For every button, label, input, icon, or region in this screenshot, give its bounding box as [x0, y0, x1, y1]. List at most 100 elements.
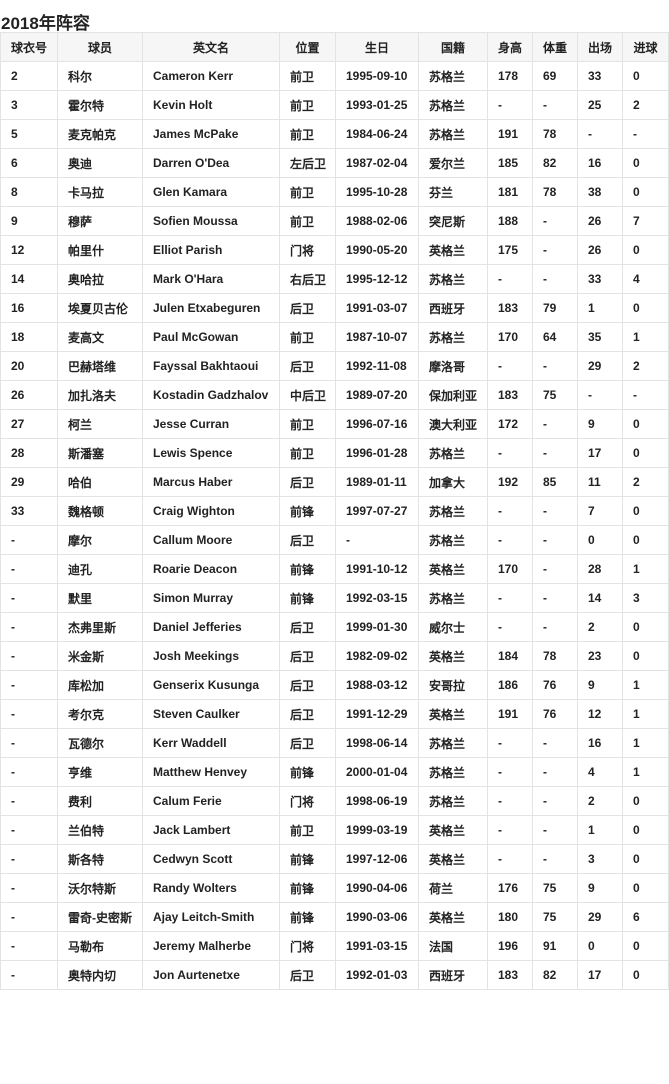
cell-player: 加扎洛夫	[57, 380, 143, 410]
cell-appearances: 33	[577, 61, 623, 91]
page-title: 2018年阵容	[1, 14, 90, 33]
cell-appearances: 0	[577, 525, 623, 555]
cell-goals: 1	[622, 757, 669, 787]
cell-weight: -	[532, 235, 578, 265]
cell-number: -	[0, 583, 58, 613]
column-header-birthday: 生日	[335, 32, 419, 62]
cell-appearances: 9	[577, 873, 623, 903]
column-header-position: 位置	[279, 32, 336, 62]
cell-goals: -	[622, 119, 669, 149]
cell-weight: -	[532, 844, 578, 874]
cell-goals: 0	[622, 235, 669, 265]
cell-goals: 0	[622, 641, 669, 671]
cell-position: 前卫	[279, 90, 336, 120]
cell-position: 前锋	[279, 496, 336, 526]
cell-nationality: 荷兰	[418, 873, 488, 903]
cell-nationality: 威尔士	[418, 612, 488, 642]
cell-goals: 4	[622, 264, 669, 294]
cell-height: 170	[487, 554, 533, 584]
cell-birthday: 1989-01-11	[335, 467, 419, 497]
cell-height: -	[487, 786, 533, 816]
cell-height: 186	[487, 670, 533, 700]
cell-position: 右后卫	[279, 264, 336, 294]
cell-position: 门将	[279, 786, 336, 816]
cell-player: 摩尔	[57, 525, 143, 555]
cell-nationality: 苏格兰	[418, 525, 488, 555]
cell-weight: -	[532, 815, 578, 845]
cell-appearances: 33	[577, 264, 623, 294]
cell-number: -	[0, 670, 58, 700]
cell-nationality: 澳大利亚	[418, 409, 488, 439]
cell-number: 5	[0, 119, 58, 149]
cell-number: 27	[0, 409, 58, 439]
cell-position: 中后卫	[279, 380, 336, 410]
cell-height: -	[487, 351, 533, 381]
cell-weight: -	[532, 757, 578, 787]
cell-height: 184	[487, 641, 533, 671]
cell-goals: 1	[622, 554, 669, 584]
cell-appearances: 1	[577, 815, 623, 845]
cell-weight: 75	[532, 873, 578, 903]
cell-player: 魏格顿	[57, 496, 143, 526]
cell-height: -	[487, 583, 533, 613]
cell-nationality: 苏格兰	[418, 438, 488, 468]
table-row: - 亨维 Matthew Henvey 前锋 2000-01-04 苏格兰 - -4 1	[0, 757, 669, 787]
cell-appearances: 38	[577, 177, 623, 207]
cell-birthday: 1999-01-30	[335, 612, 419, 642]
cell-weight: 78	[532, 641, 578, 671]
cell-english-name: Lewis Spence	[142, 438, 280, 468]
cell-english-name: James McPake	[142, 119, 280, 149]
cell-goals: 1	[622, 322, 669, 352]
cell-birthday: -	[335, 525, 419, 555]
cell-height: 181	[487, 177, 533, 207]
cell-height: 172	[487, 409, 533, 439]
cell-birthday: 1996-07-16	[335, 409, 419, 439]
cell-goals: 0	[622, 496, 669, 526]
cell-nationality: 苏格兰	[418, 119, 488, 149]
cell-weight: 75	[532, 902, 578, 932]
cell-birthday: 1993-01-25	[335, 90, 419, 120]
cell-appearances: 9	[577, 409, 623, 439]
cell-number: 16	[0, 293, 58, 323]
cell-goals: 0	[622, 61, 669, 91]
cell-goals: 7	[622, 206, 669, 236]
cell-position: 后卫	[279, 641, 336, 671]
cell-english-name: Julen Etxabeguren	[142, 293, 280, 323]
cell-position: 后卫	[279, 525, 336, 555]
table-row: 26 加扎洛夫 Kostadin Gadzhalov 中后卫 1989-07-20 保加利…	[0, 380, 669, 410]
cell-number: 9	[0, 206, 58, 236]
cell-height: 191	[487, 119, 533, 149]
cell-goals: 2	[622, 90, 669, 120]
cell-number: -	[0, 786, 58, 816]
cell-position: 后卫	[279, 728, 336, 758]
cell-weight: 85	[532, 467, 578, 497]
cell-birthday: 1998-06-14	[335, 728, 419, 758]
cell-player: 沃尔特斯	[57, 873, 143, 903]
cell-english-name: Fayssal Bakhtaoui	[142, 351, 280, 381]
cell-english-name: Roarie Deacon	[142, 554, 280, 584]
cell-appearances: 28	[577, 554, 623, 584]
cell-appearances: 17	[577, 438, 623, 468]
cell-nationality: 加拿大	[418, 467, 488, 497]
cell-position: 前锋	[279, 757, 336, 787]
cell-appearances: 7	[577, 496, 623, 526]
cell-player: 霍尔特	[57, 90, 143, 120]
cell-height: 188	[487, 206, 533, 236]
table-row: 28 斯潘塞 Lewis Spence 前卫 1996-01-28 苏格兰 - -17 0	[0, 438, 669, 468]
cell-appearances: -	[577, 119, 623, 149]
cell-appearances: 4	[577, 757, 623, 787]
cell-number: 28	[0, 438, 58, 468]
cell-nationality: 苏格兰	[418, 61, 488, 91]
cell-english-name: Jon Aurtenetxe	[142, 960, 280, 990]
table-row: - 斯各特 Cedwyn Scott 前锋 1997-12-06 英格兰 - -3 0	[0, 844, 669, 874]
cell-number: 29	[0, 467, 58, 497]
cell-birthday: 1987-10-07	[335, 322, 419, 352]
cell-goals: 0	[622, 960, 669, 990]
cell-player: 埃夏贝古伦	[57, 293, 143, 323]
cell-goals: 1	[622, 699, 669, 729]
cell-number: -	[0, 757, 58, 787]
cell-player: 奥特内切	[57, 960, 143, 990]
cell-birthday: 1992-03-15	[335, 583, 419, 613]
table-row: 29 哈伯 Marcus Haber 后卫 1989-01-11 加拿大 192 85 11 2	[0, 467, 669, 497]
cell-nationality: 西班牙	[418, 960, 488, 990]
